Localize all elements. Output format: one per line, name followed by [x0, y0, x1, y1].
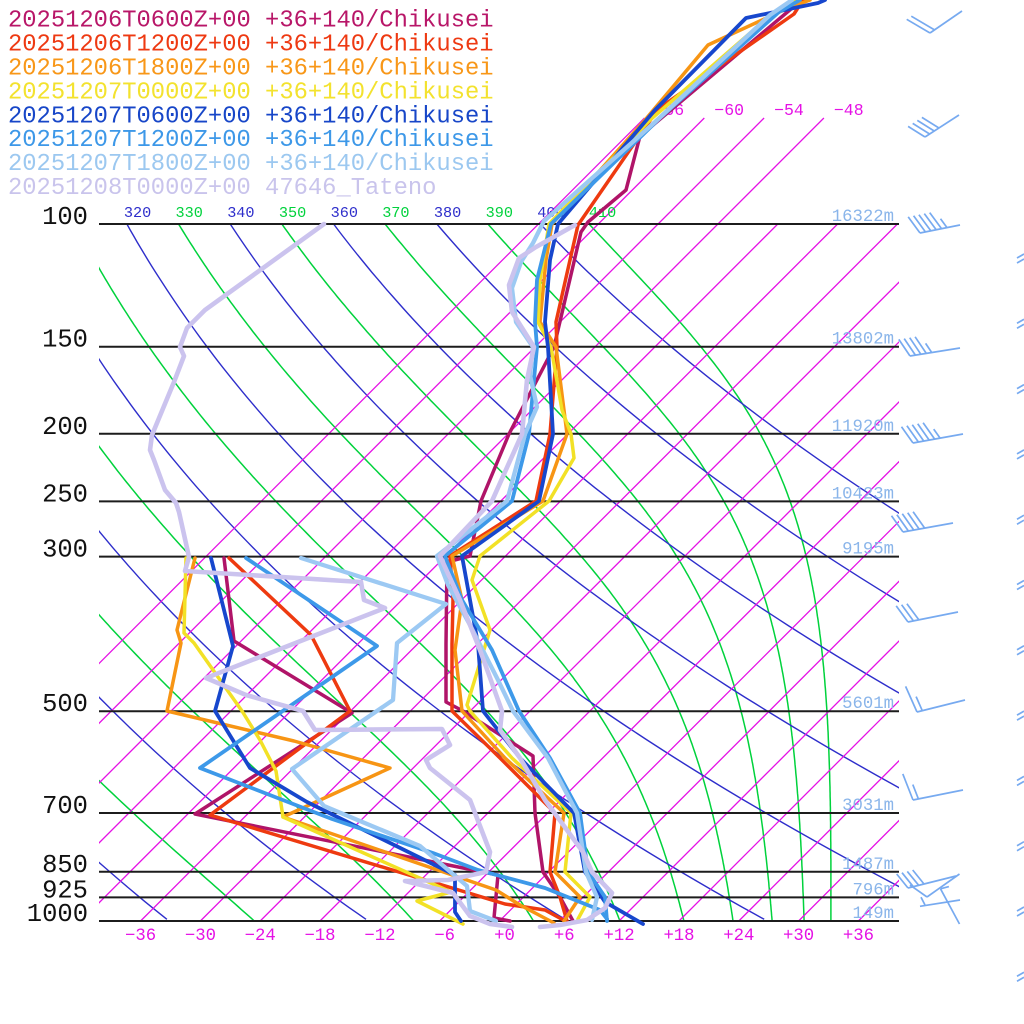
svg-text:3031m: 3031m	[842, 797, 894, 816]
svg-text:−54: −54	[774, 101, 804, 120]
svg-text:−36: −36	[125, 927, 156, 946]
svg-text:340: 340	[227, 204, 254, 222]
svg-text:9195m: 9195m	[842, 541, 894, 560]
svg-text:390: 390	[486, 204, 513, 222]
svg-text:149m: 149m	[853, 905, 894, 924]
svg-text:350: 350	[279, 204, 306, 222]
svg-text:11920m: 11920m	[832, 418, 894, 437]
svg-text:−24: −24	[245, 927, 276, 946]
svg-text:796m: 796m	[853, 881, 894, 900]
svg-text:20251207T0000Z+00 +36+140/Chik: 20251207T0000Z+00 +36+140/Chikusei	[8, 79, 494, 106]
svg-text:20251207T0600Z+00 +36+140/Chik: 20251207T0600Z+00 +36+140/Chikusei	[8, 103, 494, 130]
svg-text:500: 500	[42, 690, 88, 719]
svg-text:850: 850	[42, 851, 88, 880]
svg-text:150: 150	[42, 326, 88, 355]
svg-text:20251207T1200Z+00 +36+140/Chik: 20251207T1200Z+00 +36+140/Chikusei	[8, 127, 494, 154]
svg-text:250: 250	[42, 480, 88, 509]
svg-text:1000: 1000	[27, 900, 88, 929]
svg-text:−48: −48	[834, 101, 864, 120]
svg-text:300: 300	[42, 536, 88, 565]
svg-text:−6: −6	[434, 927, 455, 946]
svg-text:20251206T1200Z+00 +36+140/Chik: 20251206T1200Z+00 +36+140/Chikusei	[8, 32, 494, 59]
svg-text:320: 320	[124, 204, 151, 222]
svg-text:20251206T0600Z+00 +36+140/Chik: 20251206T0600Z+00 +36+140/Chikusei	[8, 8, 494, 35]
svg-text:925: 925	[42, 876, 88, 905]
svg-text:310: 310	[72, 204, 99, 222]
svg-text:20251206T1800Z+00 +36+140/Chik: 20251206T1800Z+00 +36+140/Chikusei	[8, 55, 494, 82]
svg-text:20251208T0000Z+00 47646_Tateno: 20251208T0000Z+00 47646_Tateno	[8, 175, 436, 202]
svg-text:360: 360	[331, 204, 358, 222]
svg-text:−18: −18	[304, 927, 335, 946]
svg-text:370: 370	[382, 204, 409, 222]
svg-text:+6: +6	[554, 927, 575, 946]
svg-text:−60: −60	[714, 101, 744, 120]
svg-text:100: 100	[42, 203, 88, 232]
svg-text:13802m: 13802m	[832, 331, 894, 350]
svg-text:+12: +12	[604, 927, 635, 946]
svg-text:1487m: 1487m	[842, 856, 894, 875]
svg-text:5601m: 5601m	[842, 695, 894, 714]
svg-text:700: 700	[42, 792, 88, 821]
svg-text:330: 330	[176, 204, 203, 222]
svg-text:20251207T1800Z+00 +36+140/Chik: 20251207T1800Z+00 +36+140/Chikusei	[8, 151, 494, 178]
svg-text:−30: −30	[185, 927, 216, 946]
svg-text:+30: +30	[783, 927, 814, 946]
svg-text:200: 200	[42, 413, 88, 442]
svg-text:16322m: 16322m	[832, 208, 894, 227]
svg-text:10423m: 10423m	[832, 485, 894, 504]
svg-text:+0: +0	[494, 927, 515, 946]
svg-text:+24: +24	[723, 927, 754, 946]
svg-text:+18: +18	[663, 927, 694, 946]
svg-text:380: 380	[434, 204, 461, 222]
svg-text:+36: +36	[843, 927, 874, 946]
svg-text:−12: −12	[364, 927, 395, 946]
